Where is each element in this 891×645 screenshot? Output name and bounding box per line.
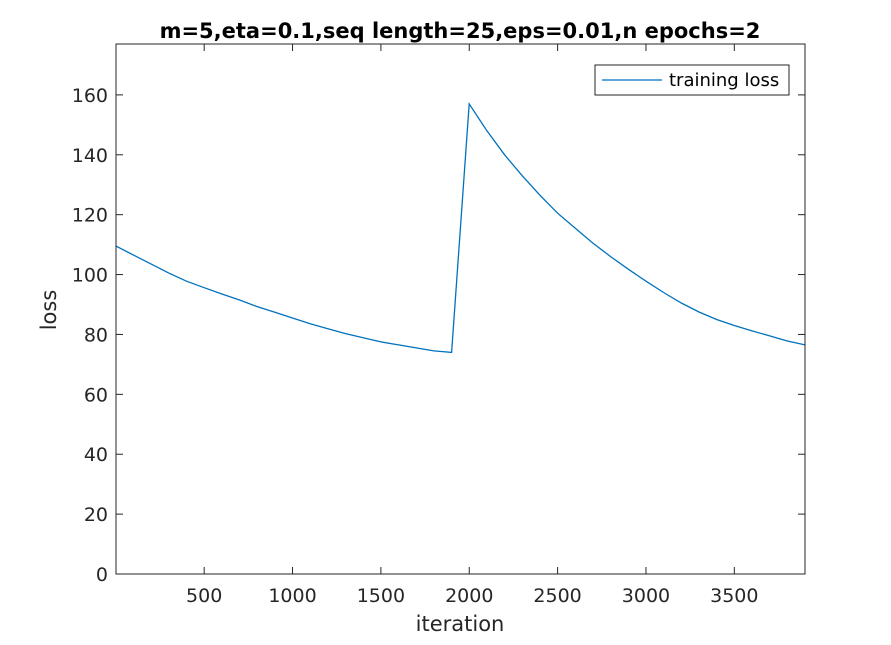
x-tick-label: 3500: [710, 585, 758, 607]
y-tick-label: 120: [72, 205, 108, 227]
y-tick-label: 20: [84, 504, 108, 526]
x-tick-label: 2500: [533, 585, 581, 607]
y-tick-label: 80: [84, 324, 108, 346]
y-tick-label: 60: [84, 384, 108, 406]
x-tick-label: 500: [186, 585, 222, 607]
x-axis-label: iteration: [416, 612, 505, 636]
x-tick-label: 1500: [357, 585, 405, 607]
y-axis-ticks: 0 20 40 60 80 100 120 140 160: [72, 85, 805, 586]
legend: training loss: [594, 64, 790, 96]
y-tick-label: 140: [72, 145, 108, 167]
x-tick-label: 1000: [268, 585, 316, 607]
chart-title: m=5,eta=0.1,seq length=25,eps=0.01,n epo…: [160, 19, 761, 43]
y-tick-label: 0: [96, 564, 108, 586]
training-loss-line: [115, 101, 806, 354]
x-tick-label: 3000: [622, 585, 670, 607]
y-tick-label: 40: [84, 444, 108, 466]
x-tick-label: 2000: [445, 585, 493, 607]
y-tick-label: 160: [72, 85, 108, 107]
y-tick-label: 100: [72, 265, 108, 287]
plot-area: [116, 44, 805, 574]
x-axis-ticks: 500 1000 1500 2000 2500 3000 3500: [186, 44, 758, 607]
y-axis-label: loss: [37, 290, 61, 331]
plot-frame: [115, 43, 806, 575]
legend-label: training loss: [669, 70, 779, 91]
